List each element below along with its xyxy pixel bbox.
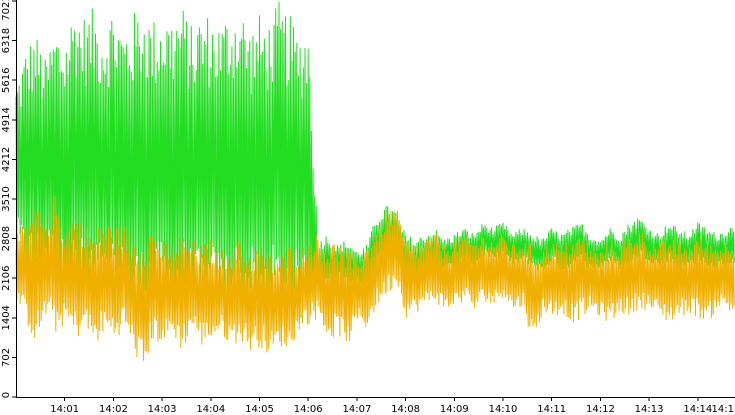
x-tick-label: 14:13 xyxy=(635,404,664,415)
x-tick-label: 14:04 xyxy=(196,404,225,415)
y-tick-label: 2106 xyxy=(1,265,12,290)
x-tick-label: 14:1 xyxy=(712,404,734,415)
x-tick-label: 14:10 xyxy=(489,404,518,415)
x-tick-label: 14:11 xyxy=(537,404,566,415)
x-tick-label: 14:02 xyxy=(99,404,128,415)
series-line-2 xyxy=(15,195,735,361)
y-tick-label: 3510 xyxy=(1,186,12,211)
x-tick-label: 14:09 xyxy=(440,404,469,415)
x-tick-label: 14:07 xyxy=(342,404,371,415)
x-tick-label: 14:08 xyxy=(391,404,420,415)
y-tick-label: 5616 xyxy=(1,68,12,93)
plot-area xyxy=(15,1,735,361)
x-tick-label: 14:06 xyxy=(294,404,323,415)
y-tick-label: 702 xyxy=(1,348,12,367)
y-tick-label: 4212 xyxy=(1,147,12,172)
y-tick-label: 2808 xyxy=(1,226,12,251)
y-tick-label: 1404 xyxy=(1,305,12,330)
y-tick-label: 7021 xyxy=(1,0,12,21)
x-tick-label: 14:05 xyxy=(245,404,274,415)
y-axis: 0 702 1404 2106 2808 3510 4212 4914 5616 6318 7021 xyxy=(1,0,17,398)
x-tick-label: 14:14 xyxy=(683,404,712,415)
x-axis: 14:01 14:02 14:03 14:04 14:05 14:06 14:07 14:08… xyxy=(16,397,735,415)
x-tick-label: 14:03 xyxy=(148,404,177,415)
y-tick-label: 0 xyxy=(1,392,12,398)
y-tick-label: 4914 xyxy=(1,107,12,132)
x-tick-label: 14:01 xyxy=(50,404,79,415)
x-tick-label: 14:12 xyxy=(586,404,615,415)
y-tick-label: 6318 xyxy=(1,28,12,53)
